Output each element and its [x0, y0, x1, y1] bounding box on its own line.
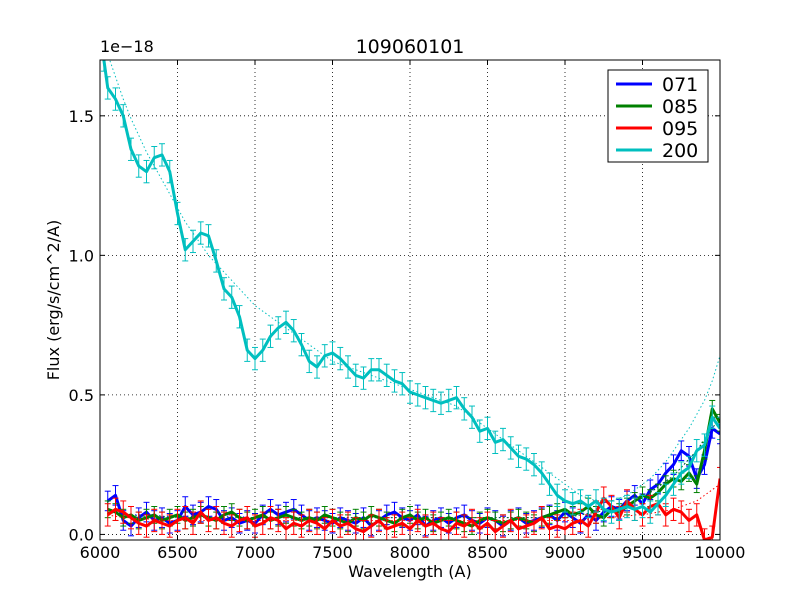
legend-entry-085: 085 [616, 96, 698, 118]
y-tick-label: 1.5 [69, 107, 94, 126]
axis-ticks: 6000 6500 7000 7500 8000 8500 9000 9500 10000 0.0… [69, 60, 746, 562]
x-tick-label: 8000 [390, 543, 431, 562]
y-tick-label: 0.0 [69, 525, 94, 544]
x-tick-label: 9000 [545, 543, 586, 562]
x-tick-label: 7000 [235, 543, 276, 562]
x-tick-label: 9500 [622, 543, 663, 562]
plot-content [100, 60, 720, 540]
series-200 [100, 60, 720, 524]
x-tick-label: 8500 [467, 543, 508, 562]
x-axis-label: Wavelength (A) [348, 562, 471, 581]
data-line-095 [106, 478, 720, 540]
y-axis-label: Flux (erg/s/cm^2/A) [44, 220, 63, 381]
chart-title: 109060101 [356, 36, 465, 58]
y-offset-text: 1e−18 [100, 37, 154, 56]
x-tick-label: 7500 [312, 543, 353, 562]
legend-box [607, 69, 709, 163]
legend-label: 095 [662, 118, 698, 140]
y-tick-label: 0.5 [69, 386, 94, 405]
legend-entry-200: 200 [616, 140, 698, 162]
data-line-085 [107, 407, 720, 528]
legend-label: 071 [662, 74, 698, 96]
legend-entry-071: 071 [616, 74, 698, 96]
error-bar [717, 416, 720, 441]
series-095 [104, 466, 720, 540]
x-tick-label: 6500 [157, 543, 198, 562]
x-tick-label: 6000 [80, 543, 121, 562]
y-tick-label: 1.0 [69, 246, 94, 265]
data-line-200 [102, 60, 720, 514]
x-tick-label: 10000 [695, 543, 746, 562]
legend-label: 085 [662, 96, 698, 118]
legend-entry-095: 095 [616, 118, 698, 140]
error-bar [717, 413, 720, 432]
legend-label: 200 [662, 140, 698, 162]
